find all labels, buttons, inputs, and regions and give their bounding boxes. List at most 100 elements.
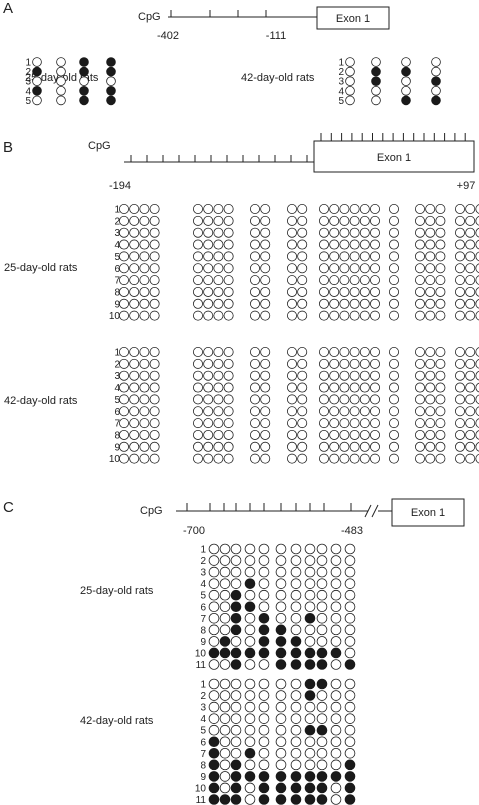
methylated-cpg-dot: [330, 647, 342, 659]
unmethylated-cpg-dot: [230, 578, 242, 589]
unmethylated-cpg-dot: [359, 406, 370, 417]
methylated-cpg-dot: [344, 771, 356, 782]
methylated-cpg-dot: [230, 759, 242, 771]
unmethylated-cpg-dot: [297, 406, 308, 417]
unmethylated-cpg-dot: [213, 203, 224, 214]
unmethylated-cpg-dot: [149, 275, 160, 286]
unmethylated-cpg-dot: [359, 441, 370, 452]
unmethylated-cpg-dot: [249, 358, 260, 369]
unmethylated-cpg-dot: [316, 759, 328, 771]
unmethylated-cpg-dot: [435, 275, 446, 286]
unmethylated-cpg-dot: [149, 370, 160, 381]
unmethylated-cpg-dot: [192, 429, 203, 440]
unmethylated-cpg-dot: [425, 453, 436, 464]
unmethylated-cpg-dot: [203, 310, 214, 321]
methylated-cpg-dot: [290, 659, 302, 670]
unmethylated-cpg-dot: [330, 589, 342, 601]
unmethylated-cpg-dot: [339, 286, 350, 297]
unmethylated-cpg-dot: [349, 358, 360, 369]
unmethylated-cpg-dot: [139, 215, 150, 226]
unmethylated-cpg-dot: [244, 713, 256, 724]
unmethylated-cpg-dot: [275, 589, 287, 601]
unmethylated-cpg-dot: [258, 690, 270, 701]
unmethylated-cpg-dot: [219, 771, 231, 782]
unmethylated-cpg-dot: [129, 203, 140, 214]
unmethylated-cpg-dot: [249, 251, 260, 262]
unmethylated-cpg-dot: [32, 76, 42, 86]
unmethylated-cpg-dot: [414, 453, 425, 464]
unmethylated-cpg-dot: [339, 215, 350, 226]
methylated-cpg-dot: [106, 57, 116, 67]
unmethylated-cpg-dot: [286, 453, 297, 464]
methylated-cpg-dot: [230, 624, 242, 636]
unmethylated-cpg-dot: [139, 263, 150, 274]
unmethylated-cpg-dot: [414, 382, 425, 393]
unmethylated-cpg-dot: [329, 251, 340, 262]
unmethylated-cpg-dot: [149, 453, 160, 464]
panel-b: B CpG Exon 1 -194 +97 25-day-old rats 42…: [3, 133, 479, 465]
unmethylated-cpg-dot: [249, 215, 260, 226]
unmethylated-cpg-dot: [139, 382, 150, 393]
unmethylated-cpg-dot: [260, 227, 271, 238]
unmethylated-cpg-dot: [192, 203, 203, 214]
unmethylated-cpg-dot: [454, 370, 465, 381]
unmethylated-cpg-dot: [339, 429, 350, 440]
clone-number: 5: [114, 395, 120, 406]
unmethylated-cpg-dot: [297, 418, 308, 429]
unmethylated-cpg-dot: [414, 203, 425, 214]
unmethylated-cpg-dot: [275, 701, 287, 713]
clone-number: 6: [114, 264, 120, 275]
methylated-cpg-dot: [304, 690, 316, 701]
unmethylated-cpg-dot: [414, 263, 425, 274]
clone-number: 1: [114, 205, 120, 216]
unmethylated-cpg-dot: [290, 601, 302, 613]
unmethylated-cpg-dot: [260, 203, 271, 214]
unmethylated-cpg-dot: [475, 406, 479, 417]
unmethylated-cpg-dot: [475, 394, 479, 405]
methylated-cpg-dot: [208, 747, 220, 759]
unmethylated-cpg-dot: [465, 310, 476, 321]
methylated-cpg-dot: [258, 612, 270, 624]
unmethylated-cpg-dot: [304, 601, 316, 613]
unmethylated-cpg-dot: [129, 310, 140, 321]
unmethylated-cpg-dot: [203, 429, 214, 440]
unmethylated-cpg-dot: [203, 394, 214, 405]
unmethylated-cpg-dot: [359, 358, 370, 369]
methylated-cpg-dot: [304, 647, 316, 659]
unmethylated-cpg-dot: [349, 429, 360, 440]
unmethylated-cpg-dot: [139, 394, 150, 405]
unmethylated-cpg-dot: [425, 298, 436, 309]
unmethylated-cpg-dot: [260, 441, 271, 452]
unmethylated-cpg-dot: [414, 227, 425, 238]
unmethylated-cpg-dot: [329, 382, 340, 393]
unmethylated-cpg-dot: [465, 358, 476, 369]
panel-a-letter: A: [3, 0, 13, 17]
methylated-cpg-dot: [244, 771, 256, 782]
unmethylated-cpg-dot: [139, 406, 150, 417]
unmethylated-cpg-dot: [244, 701, 256, 713]
methylated-cpg-dot: [208, 782, 220, 794]
unmethylated-cpg-dot: [203, 453, 214, 464]
unmethylated-cpg-dot: [223, 441, 234, 452]
methylated-cpg-dot: [275, 647, 287, 659]
unmethylated-cpg-dot: [425, 418, 436, 429]
unmethylated-cpg-dot: [208, 690, 220, 701]
methylated-cpg-dot: [304, 724, 316, 736]
unmethylated-cpg-dot: [414, 370, 425, 381]
unmethylated-cpg-dot: [213, 418, 224, 429]
unmethylated-cpg-dot: [369, 453, 380, 464]
unmethylated-cpg-dot: [192, 394, 203, 405]
unmethylated-cpg-dot: [304, 747, 316, 759]
methylated-cpg-dot: [316, 794, 328, 805]
unmethylated-cpg-dot: [260, 298, 271, 309]
unmethylated-cpg-dot: [258, 701, 270, 713]
unmethylated-cpg-dot: [275, 713, 287, 724]
unmethylated-cpg-dot: [318, 286, 329, 297]
unmethylated-cpg-dot: [260, 418, 271, 429]
methylated-cpg-dot: [304, 771, 316, 782]
unmethylated-cpg-dot: [249, 263, 260, 274]
unmethylated-cpg-dot: [119, 453, 130, 464]
unmethylated-cpg-dot: [275, 543, 287, 555]
